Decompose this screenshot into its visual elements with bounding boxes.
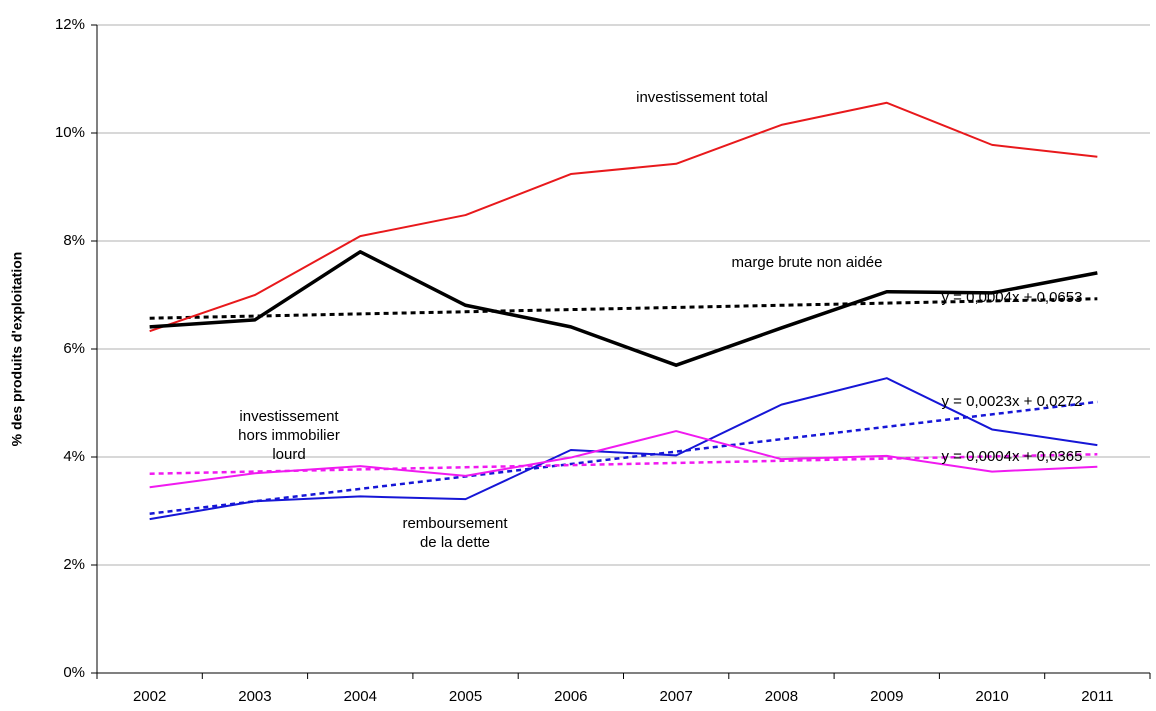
series-line	[149, 250, 1098, 367]
y-tick-label: 4%	[63, 448, 85, 465]
trend-label: y = 0,0004x + 0,0653	[942, 289, 1083, 306]
x-tick-label: 2011	[1081, 688, 1113, 705]
x-tick-label: 2005	[449, 688, 482, 705]
x-tick-label: 2002	[133, 688, 166, 705]
x-tick-label: 2010	[975, 688, 1008, 705]
x-tick-label: 2004	[344, 688, 377, 705]
series-line	[149, 430, 1098, 489]
series-label: remboursement de la dette	[402, 515, 508, 551]
x-tick-label: 2008	[765, 688, 798, 705]
y-tick-label: 0%	[63, 664, 85, 681]
x-tick-label: 2007	[659, 688, 692, 705]
y-tick-label: 6%	[63, 340, 85, 357]
y-tick-label: 10%	[55, 124, 85, 141]
series-label: investissement hors immobilier lourd	[238, 408, 340, 463]
y-tick-label: 2%	[63, 556, 85, 573]
trend-line	[149, 297, 1098, 320]
series-line	[149, 377, 1098, 521]
trend-label: y = 0,0004x + 0,0365	[942, 448, 1083, 465]
series-line	[149, 101, 1098, 333]
series-label: marge brute non aidée	[731, 254, 883, 271]
y-tick-label: 12%	[55, 16, 85, 33]
trend-label: y = 0,0023x + 0,0272	[942, 393, 1083, 410]
y-tick-label: 8%	[63, 232, 85, 249]
trend-line	[149, 400, 1098, 515]
x-tick-label: 2006	[554, 688, 587, 705]
y-axis-label: % des produits d'exploitation	[9, 252, 25, 447]
series-label: investissement total	[636, 89, 768, 106]
x-tick-label: 2009	[870, 688, 903, 705]
x-tick-label: 2003	[238, 688, 271, 705]
